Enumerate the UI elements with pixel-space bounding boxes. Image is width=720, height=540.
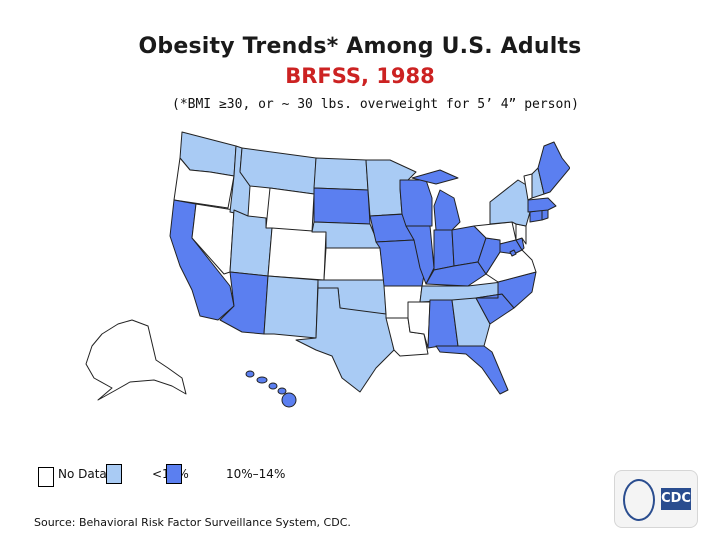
state-MT	[239, 147, 317, 195]
legend-label-10to14: 10%–14%	[226, 467, 286, 481]
state-ND	[313, 157, 369, 191]
state-DC	[509, 249, 517, 257]
state-ME	[537, 141, 570, 195]
state-WY	[265, 187, 315, 233]
state-NV	[191, 203, 235, 275]
source-citation: Source: Behavioral Risk Factor Surveilla…	[34, 516, 351, 529]
legend-swatch-lt10	[106, 464, 122, 484]
state-NM	[263, 275, 319, 339]
hhs-eagle-icon	[623, 479, 655, 521]
map-subtitle: BRFSS, 1988	[285, 64, 435, 88]
state-SD	[313, 187, 371, 225]
state-FL	[435, 345, 509, 395]
cdc-logo-text: CDC	[661, 488, 691, 510]
legend-swatch-no-data	[38, 467, 54, 487]
cdc-logo-icon: CDC	[614, 470, 698, 528]
legend-swatch-10to14	[166, 464, 182, 484]
bmi-footnote: (*BMI ≥30, or ~ 30 lbs. overweight for 5…	[172, 97, 579, 112]
state-AK	[85, 319, 187, 401]
state-NC	[475, 271, 537, 309]
state-MI	[433, 189, 461, 231]
state-RI	[541, 209, 549, 221]
legend-label-no-data: No Data	[58, 467, 107, 481]
state-KS	[323, 247, 385, 281]
state-TX	[295, 287, 395, 393]
state-IN	[433, 229, 455, 271]
us-obesity-map	[85, 131, 570, 408]
state-MI-upper	[411, 169, 459, 185]
state-CO	[267, 227, 327, 281]
map-title: Obesity Trends* Among U.S. Adults	[138, 34, 582, 59]
state-GA	[451, 297, 491, 347]
state-HI	[245, 370, 297, 408]
state-UT	[229, 209, 273, 277]
state-NY	[489, 179, 531, 227]
state-MD	[499, 239, 523, 255]
state-MA	[527, 197, 557, 213]
state-WI	[399, 179, 433, 227]
